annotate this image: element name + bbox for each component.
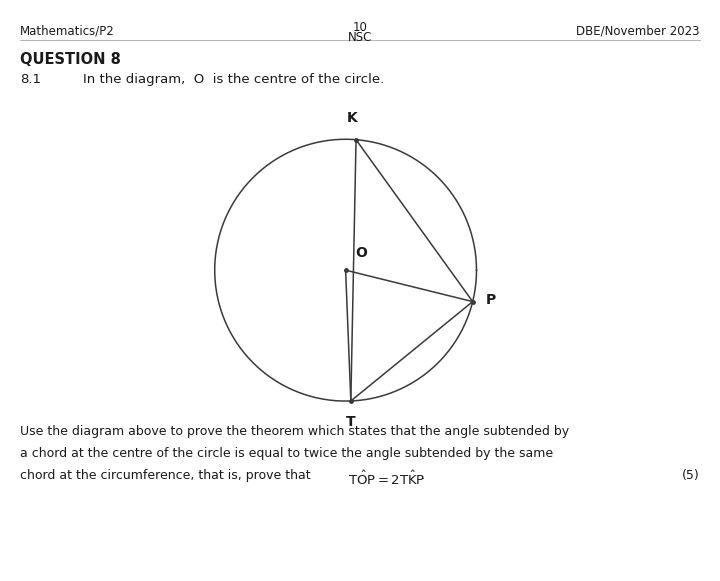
Text: chord at the circumference, that is, prove that: chord at the circumference, that is, pro… xyxy=(20,469,319,482)
Text: $\mathrm{T\hat{O}P} = \mathrm{2T\hat{K}P}$: $\mathrm{T\hat{O}P} = \mathrm{2T\hat{K}P… xyxy=(348,469,426,487)
Text: a chord at the centre of the circle is equal to twice the angle subtended by the: a chord at the centre of the circle is e… xyxy=(20,447,553,460)
Text: (5): (5) xyxy=(682,469,700,482)
Text: P: P xyxy=(486,293,496,307)
Text: .: . xyxy=(420,469,425,482)
Text: Use the diagram above to prove the theorem which states that the angle subtended: Use the diagram above to prove the theor… xyxy=(20,425,570,438)
Text: K: K xyxy=(347,112,358,125)
Text: T: T xyxy=(346,415,356,429)
Text: QUESTION 8: QUESTION 8 xyxy=(20,52,121,67)
Text: Mathematics/P2: Mathematics/P2 xyxy=(20,25,115,38)
Text: NSC: NSC xyxy=(348,31,372,44)
Text: 10: 10 xyxy=(353,21,367,34)
Text: DBE/November 2023: DBE/November 2023 xyxy=(576,25,700,38)
Text: 8.1: 8.1 xyxy=(20,73,41,86)
Text: O: O xyxy=(355,246,366,260)
Text: In the diagram,  O  is the centre of the circle.: In the diagram, O is the centre of the c… xyxy=(83,73,384,86)
